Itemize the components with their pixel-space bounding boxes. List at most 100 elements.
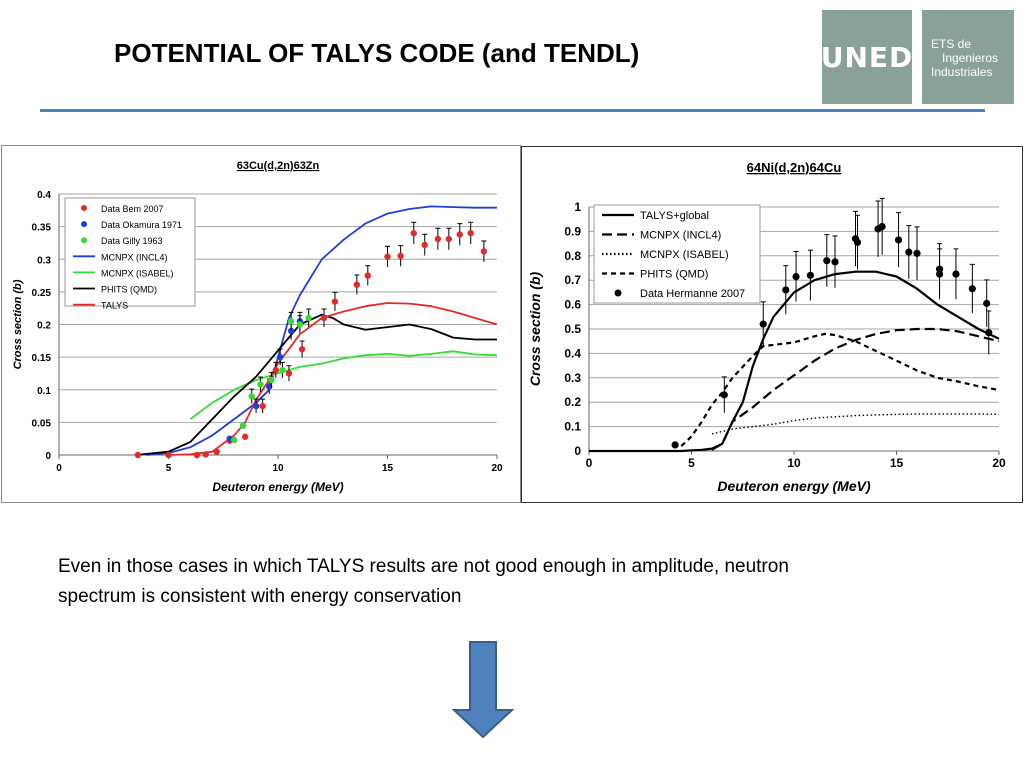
y-tick-label: 0.9	[564, 224, 581, 238]
data-point	[456, 231, 463, 238]
data-point	[248, 393, 255, 400]
data-point	[305, 314, 312, 322]
data-point	[782, 286, 790, 294]
y-tick-label: 0.8	[564, 249, 581, 263]
legend-label: TALYS	[101, 301, 128, 311]
data-point	[266, 383, 273, 390]
logo-line-3: Industriales	[931, 65, 993, 79]
y-tick-label: 0.35	[32, 223, 52, 234]
data-point	[276, 353, 284, 361]
data-point	[239, 422, 247, 429]
y-tick-label: 0	[45, 451, 51, 462]
data-point	[134, 451, 142, 459]
x-tick-label: 15	[382, 463, 394, 474]
x-axis-label: Deuteron energy (MeV)	[717, 478, 871, 494]
data-point	[259, 402, 266, 410]
legend-label: Data Gilly 1963	[101, 236, 163, 246]
data-point	[320, 314, 328, 322]
x-axis-label: Deuteron energy (MeV)	[212, 480, 343, 494]
data-point	[213, 448, 220, 455]
chart-panel-ni64: 64Ni(d,2n)64Cu 0 0.1 0.2 0.3 0.4 0.5 0.6 0.7 0.8 0…	[521, 146, 1023, 503]
data-point	[353, 281, 361, 288]
legend-marker	[81, 221, 87, 228]
data-point	[983, 299, 991, 307]
data-point	[434, 235, 442, 243]
page-title: POTENTIAL OF TALYS CODE (and TENDL)	[114, 38, 640, 68]
y-tick-label: 0.2	[564, 395, 581, 409]
series-line	[680, 332, 1000, 447]
chart-title: 63Cu(d,2n)63Zn	[237, 160, 320, 172]
data-point	[279, 366, 286, 374]
legend-label: TALYS+global	[640, 210, 709, 222]
legend-marker	[81, 237, 87, 244]
y-tick-label: 0.7	[564, 273, 581, 287]
down-arrow-icon	[452, 641, 515, 739]
data-point	[759, 320, 767, 328]
legend-marker	[81, 205, 87, 211]
logo-line-2: Ingenieros	[942, 51, 999, 65]
data-point	[410, 229, 417, 237]
data-point	[421, 241, 428, 249]
data-point	[720, 391, 728, 399]
legend-label: PHITS (QMD)	[640, 269, 708, 281]
y-tick-label: 0.1	[37, 386, 51, 397]
data-point	[268, 376, 275, 384]
y-axis-label: Cross section (b)	[12, 279, 24, 369]
x-tick-label: 20	[992, 456, 1006, 470]
ets-logo: ETS de Ingenieros Industriales	[922, 10, 1014, 104]
y-tick-label: 1	[574, 200, 581, 214]
caption-line-1: Even in those cases in which TALYS resul…	[58, 556, 789, 577]
x-tick-label: 0	[56, 463, 62, 474]
series-line	[146, 205, 497, 456]
series-line	[189, 350, 498, 420]
y-tick-label: 0.5	[564, 322, 581, 336]
data-point	[905, 248, 913, 256]
data-point	[878, 222, 886, 231]
legend-label: Data Okamura 1971	[101, 220, 182, 230]
data-point	[287, 318, 295, 325]
logo-line-1: ETS de	[931, 37, 972, 51]
data-point	[894, 236, 903, 244]
data-point	[298, 346, 306, 353]
data-point	[287, 327, 295, 335]
y-axis-label: Cross section (b)	[527, 271, 543, 386]
data-point	[831, 258, 839, 266]
y-tick-label: 0	[574, 444, 581, 458]
y-tick-label: 0.4	[37, 190, 51, 201]
legend-label: MCNPX (INCL4)	[101, 252, 168, 262]
data-point	[445, 235, 453, 243]
x-tick-label: 5	[688, 456, 695, 470]
x-tick-label: 0	[586, 456, 593, 470]
data-point	[193, 451, 201, 459]
data-point	[202, 451, 209, 458]
y-tick-label: 0.3	[564, 371, 581, 385]
legend-marker	[614, 289, 622, 297]
data-point	[806, 271, 814, 279]
data-point	[853, 238, 862, 246]
x-tick-label: 15	[890, 456, 904, 470]
data-point	[792, 272, 800, 281]
legend-label: MCNPX (ISABEL)	[640, 249, 729, 261]
data-point	[364, 272, 371, 279]
caption-line-2: spectrum is consistent with energy conse…	[58, 586, 462, 607]
chart-panel-cu63: 63Cu(d,2n)63Zn 0 0.05 0.1 0.15 0.2 0.25 0.3 0.35…	[1, 145, 521, 503]
data-point	[952, 270, 960, 278]
data-point	[296, 321, 304, 328]
data-point	[165, 451, 172, 459]
data-point	[913, 249, 921, 257]
data-point	[231, 436, 238, 444]
data-point	[935, 270, 944, 278]
data-point	[480, 248, 488, 255]
caption-text: Even in those cases in which TALYS resul…	[58, 552, 968, 612]
title-underline	[40, 109, 985, 112]
data-point	[257, 381, 264, 388]
y-tick-label: 0.4	[564, 346, 581, 360]
y-tick-label: 0.1	[564, 420, 581, 434]
x-tick-label: 10	[787, 456, 801, 470]
data-point	[671, 441, 679, 449]
legend-label: Data Hermanne 2007	[640, 288, 745, 300]
legend-label: Data Bem 2007	[101, 204, 164, 214]
data-point	[467, 229, 474, 237]
data-point	[823, 257, 831, 265]
chart-cu63: 63Cu(d,2n)63Zn 0 0.05 0.1 0.15 0.2 0.25 0.3 0.35…	[12, 160, 503, 494]
